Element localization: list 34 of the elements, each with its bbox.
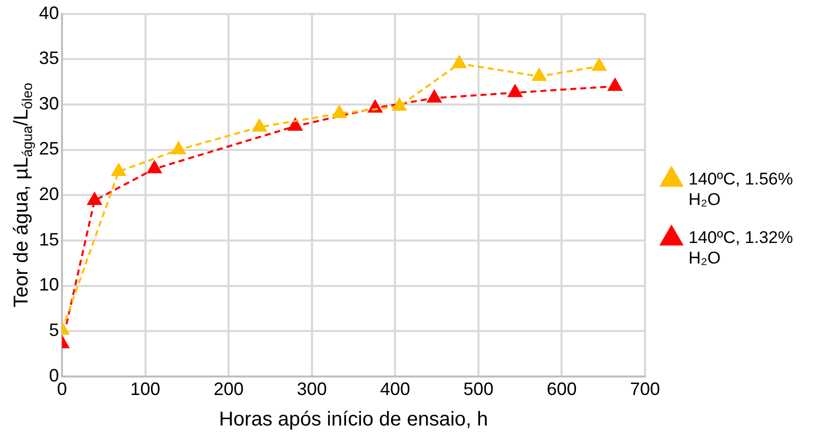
y-axis-title: Teor de água, µLágua/Lóleo [10, 82, 35, 308]
y-tick-label: 10 [38, 274, 60, 295]
point [392, 98, 406, 111]
y-tick-label: 20 [38, 184, 60, 204]
y-tick-label: 15 [38, 229, 60, 250]
legend-label: 140ºC, 1.32% H₂O [688, 228, 793, 268]
y-tick-label: 5 [49, 320, 60, 340]
point [532, 68, 546, 81]
point [112, 164, 126, 176]
y-tick-label: 25 [38, 138, 60, 159]
y-tick-label: 35 [38, 48, 60, 68]
point [592, 58, 606, 71]
point [452, 56, 466, 68]
x-tick-label: 700 [630, 379, 660, 400]
point [147, 160, 162, 174]
y-tick-label: 30 [38, 93, 60, 114]
x-tick-label: 500 [463, 379, 494, 400]
x-axis-title: Horas após início de ensaio, h [218, 408, 488, 431]
point [332, 106, 346, 118]
x-tick-label: 300 [296, 379, 327, 400]
y-tick-label: 40 [38, 2, 60, 23]
legend-label: 140ºC, 1.56% H₂O [688, 169, 793, 209]
x-tick-label: 400 [380, 379, 410, 400]
point [87, 192, 102, 206]
point [252, 119, 266, 132]
point [288, 118, 302, 131]
x-tick-label: 100 [130, 379, 160, 400]
point [427, 90, 442, 103]
y-tick-label: 0 [49, 365, 60, 386]
point [172, 142, 186, 154]
x-tick-label: 200 [214, 379, 244, 400]
x-tick-label: 600 [546, 379, 577, 400]
point [608, 78, 622, 91]
point [508, 84, 522, 98]
